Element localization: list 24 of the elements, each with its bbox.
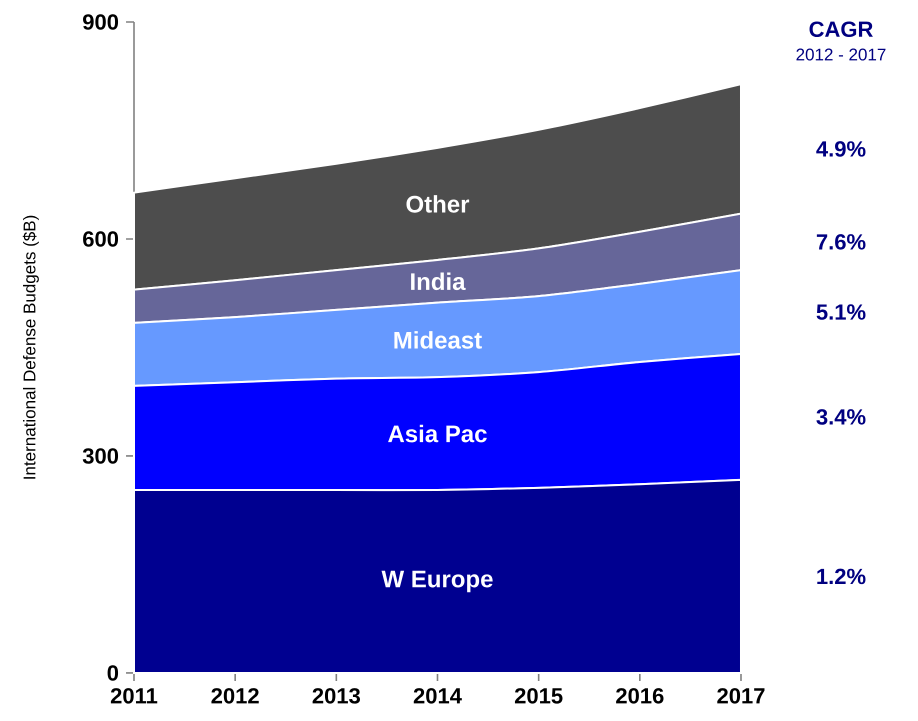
x-tick-label: 2013 bbox=[312, 688, 360, 704]
text: CAGR bbox=[810, 21, 873, 38]
y-tick-label: 300 bbox=[82, 448, 118, 464]
series-label: W Europe bbox=[382, 570, 493, 592]
text: 4.9% bbox=[816, 141, 866, 157]
x-tick-label: 2016 bbox=[616, 688, 664, 704]
x-tick-label: 2011 bbox=[110, 688, 158, 704]
series-label: India bbox=[411, 272, 466, 290]
text: 1.2% bbox=[817, 568, 866, 584]
series-label: Mideast bbox=[394, 331, 482, 349]
x-tick-label: 2015 bbox=[514, 688, 562, 704]
y-tick-label: 900 bbox=[83, 14, 118, 30]
series-label: Asia Pac bbox=[388, 424, 487, 442]
y-tick-label: 600 bbox=[83, 231, 118, 247]
text: 3.4% bbox=[816, 409, 866, 425]
x-tick-label: 2012 bbox=[211, 688, 259, 704]
y-tick-label: 0 bbox=[108, 665, 118, 681]
series-label: Other bbox=[406, 195, 470, 213]
text: 7.6% bbox=[816, 234, 866, 250]
x-tick-label: 2014 bbox=[414, 688, 462, 704]
y-axis-title: International Defense Budgets ($B) bbox=[22, 216, 39, 479]
x-tick-label: 2017 bbox=[717, 688, 764, 704]
text: 5.1% bbox=[816, 304, 866, 320]
text: 2012 - 2017 bbox=[796, 48, 886, 61]
